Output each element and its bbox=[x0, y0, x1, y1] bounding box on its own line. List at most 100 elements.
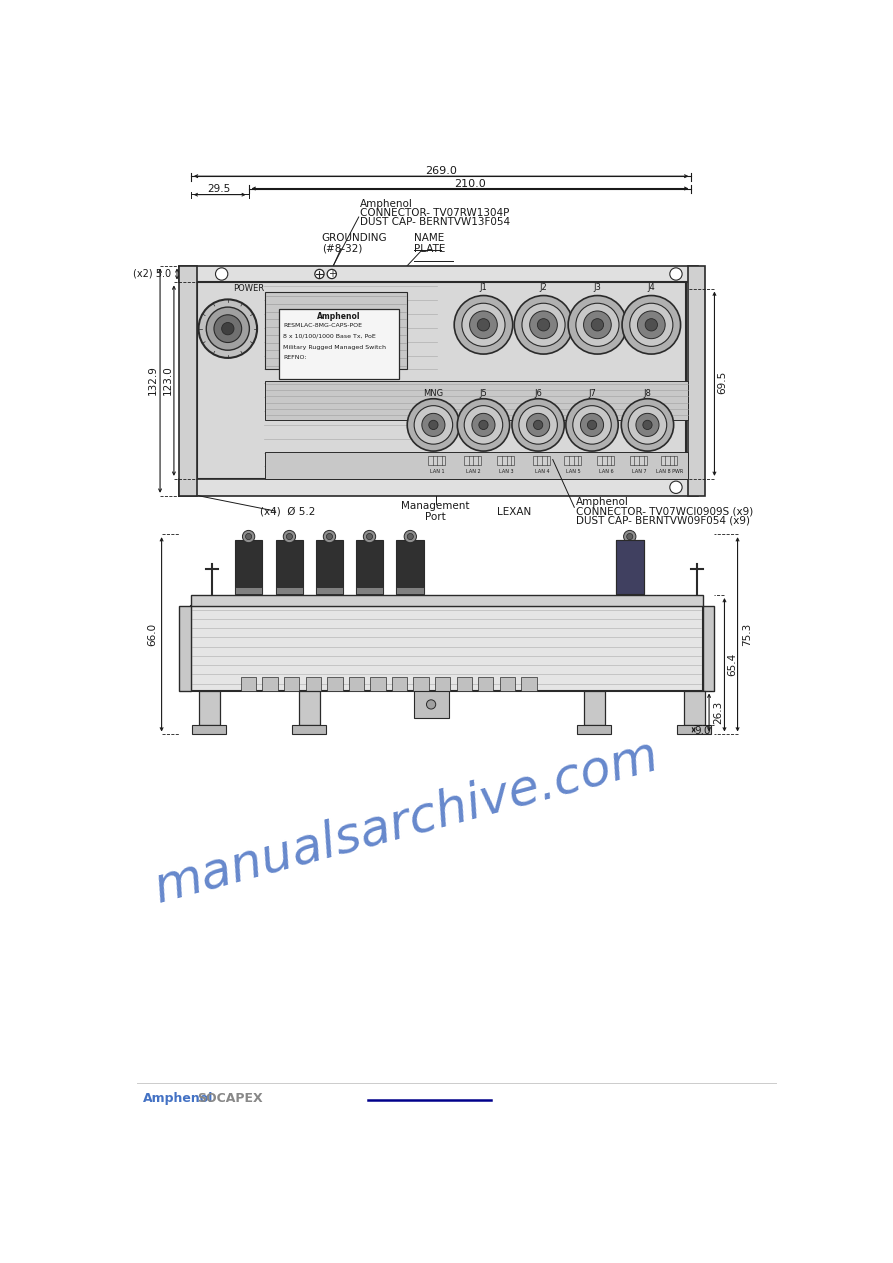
Bar bbox=[197, 283, 686, 479]
Circle shape bbox=[670, 268, 682, 280]
Circle shape bbox=[638, 311, 665, 338]
Text: DUST CAP- BERNTVW09F054 (x9): DUST CAP- BERNTVW09F054 (x9) bbox=[576, 515, 750, 525]
Text: J1: J1 bbox=[480, 283, 488, 292]
Circle shape bbox=[464, 405, 503, 445]
Text: REFNO:: REFNO: bbox=[283, 355, 307, 360]
Circle shape bbox=[363, 530, 376, 543]
Text: J6: J6 bbox=[534, 389, 542, 398]
Text: LAN 8 PWR: LAN 8 PWR bbox=[656, 469, 683, 474]
Circle shape bbox=[514, 296, 572, 354]
Text: LAN 4: LAN 4 bbox=[535, 469, 549, 474]
Bar bbox=[396, 541, 424, 595]
Circle shape bbox=[405, 530, 416, 543]
Circle shape bbox=[221, 322, 234, 335]
Circle shape bbox=[242, 530, 255, 543]
Text: 69.5: 69.5 bbox=[717, 371, 727, 394]
Bar bbox=[293, 725, 326, 735]
Circle shape bbox=[457, 399, 510, 451]
Circle shape bbox=[198, 299, 257, 357]
Text: J3: J3 bbox=[594, 283, 601, 292]
Bar bbox=[456, 677, 472, 691]
Circle shape bbox=[215, 268, 228, 280]
Text: 66.0: 66.0 bbox=[147, 623, 157, 645]
Text: PLATE: PLATE bbox=[414, 244, 446, 254]
Text: CONNECTOR- TV07RW1304P: CONNECTOR- TV07RW1304P bbox=[360, 208, 510, 218]
Text: 75.3: 75.3 bbox=[742, 623, 752, 645]
Bar bbox=[315, 541, 343, 595]
Circle shape bbox=[533, 421, 543, 429]
Text: LAN 2: LAN 2 bbox=[466, 469, 480, 474]
Circle shape bbox=[315, 269, 324, 279]
Circle shape bbox=[591, 318, 604, 331]
Bar bbox=[464, 456, 481, 465]
Circle shape bbox=[583, 311, 612, 338]
Circle shape bbox=[427, 700, 436, 709]
Circle shape bbox=[630, 303, 673, 346]
Circle shape bbox=[407, 399, 460, 451]
Circle shape bbox=[327, 269, 337, 279]
Bar bbox=[684, 691, 705, 725]
Text: J5: J5 bbox=[480, 389, 488, 398]
Bar bbox=[265, 452, 689, 479]
Circle shape bbox=[462, 303, 505, 346]
Bar bbox=[678, 725, 712, 735]
Bar bbox=[703, 606, 714, 691]
Text: RESMLAC-8MG-CAPS-POE: RESMLAC-8MG-CAPS-POE bbox=[283, 323, 363, 328]
Circle shape bbox=[627, 533, 633, 539]
Text: Amphenol: Amphenol bbox=[360, 198, 413, 208]
Circle shape bbox=[622, 399, 673, 451]
Circle shape bbox=[572, 405, 612, 445]
Circle shape bbox=[628, 405, 667, 445]
Circle shape bbox=[326, 533, 332, 539]
Circle shape bbox=[645, 318, 657, 331]
Bar bbox=[597, 456, 614, 465]
Bar bbox=[179, 606, 191, 691]
Circle shape bbox=[407, 533, 413, 539]
Text: NAME: NAME bbox=[414, 232, 445, 242]
Bar bbox=[298, 691, 321, 725]
Circle shape bbox=[421, 413, 445, 437]
Bar bbox=[263, 677, 278, 691]
Circle shape bbox=[530, 311, 557, 338]
Text: LAN 1: LAN 1 bbox=[430, 469, 445, 474]
Text: LAN 7: LAN 7 bbox=[631, 469, 647, 474]
Text: GROUNDING: GROUNDING bbox=[321, 232, 388, 242]
Circle shape bbox=[477, 318, 489, 331]
Circle shape bbox=[214, 314, 242, 342]
Circle shape bbox=[472, 413, 495, 437]
Bar bbox=[688, 265, 705, 496]
Circle shape bbox=[588, 421, 597, 429]
Text: (x2) 5.0: (x2) 5.0 bbox=[133, 269, 171, 279]
Text: (#8-32): (#8-32) bbox=[321, 244, 363, 254]
Bar bbox=[276, 586, 304, 595]
Text: J7: J7 bbox=[588, 389, 596, 398]
Text: (x4)  Ø 5.2: (x4) Ø 5.2 bbox=[260, 506, 315, 517]
Bar bbox=[284, 677, 299, 691]
Circle shape bbox=[246, 533, 252, 539]
Circle shape bbox=[566, 399, 618, 451]
Bar bbox=[192, 725, 226, 735]
Circle shape bbox=[623, 530, 636, 543]
Text: MNG: MNG bbox=[423, 389, 444, 398]
Bar bbox=[241, 677, 256, 691]
Bar bbox=[533, 456, 550, 465]
Bar bbox=[499, 677, 515, 691]
Bar bbox=[315, 586, 343, 595]
Bar bbox=[497, 456, 514, 465]
Bar bbox=[578, 725, 612, 735]
Bar bbox=[355, 541, 383, 595]
Bar bbox=[616, 586, 644, 595]
Bar bbox=[630, 456, 647, 465]
Bar bbox=[522, 677, 537, 691]
Text: LEXAN: LEXAN bbox=[497, 506, 531, 517]
Text: SOCAPEX: SOCAPEX bbox=[197, 1092, 263, 1105]
Text: J2: J2 bbox=[539, 283, 547, 292]
Circle shape bbox=[287, 533, 293, 539]
Circle shape bbox=[206, 307, 249, 350]
Bar bbox=[198, 691, 220, 725]
Bar bbox=[191, 606, 703, 691]
Text: manualsarchive.com: manualsarchive.com bbox=[149, 731, 664, 912]
Bar bbox=[583, 691, 605, 725]
Circle shape bbox=[636, 413, 659, 437]
Bar bbox=[616, 541, 644, 595]
